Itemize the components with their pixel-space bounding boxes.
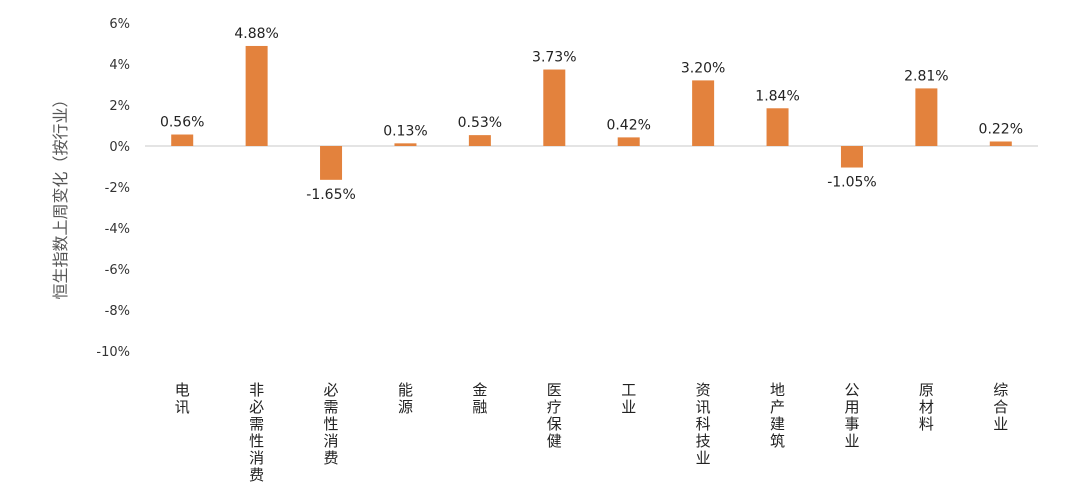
bar xyxy=(915,88,938,146)
category-label: 医疗保健 xyxy=(547,381,562,450)
y-tick-labels: 6% 4% 2% 0% -2% -4% -6% -8% -10% xyxy=(96,17,130,360)
category-labels-group: 电讯 非必需性消费 必需性消费 能源 金融 医疗保健 工业 资讯科技业 地产建筑 公用事业 原材料 综… xyxy=(175,381,1009,484)
bar xyxy=(171,134,194,146)
bar xyxy=(989,141,1012,146)
y-tick-label: 0% xyxy=(109,140,130,155)
category-label: 地产建筑 xyxy=(770,381,785,450)
data-label: 2.81% xyxy=(904,68,948,84)
data-label: 0.22% xyxy=(979,121,1023,137)
y-tick-label: -2% xyxy=(105,181,130,196)
bar xyxy=(840,146,863,168)
category-label: 电讯 xyxy=(175,381,190,416)
data-label: -1.65% xyxy=(306,187,356,203)
data-label: 3.20% xyxy=(681,60,725,76)
category-label: 金融 xyxy=(472,381,487,416)
bar xyxy=(766,108,789,146)
data-label: 0.13% xyxy=(383,123,427,139)
bar xyxy=(320,146,343,180)
y-tick-label: -6% xyxy=(105,263,130,278)
category-label: 综合业 xyxy=(993,381,1008,433)
data-label: 1.84% xyxy=(755,88,799,104)
bar xyxy=(394,143,417,146)
y-tick-label: -10% xyxy=(96,345,130,360)
data-label: 0.42% xyxy=(606,117,650,133)
bar xyxy=(468,135,491,146)
bar xyxy=(617,137,640,146)
data-label: -1.05% xyxy=(827,175,877,191)
bars-group xyxy=(171,45,1012,180)
y-tick-label: 6% xyxy=(109,17,130,32)
y-tick-label: 4% xyxy=(109,58,130,73)
y-tick-label: -4% xyxy=(105,222,130,237)
category-label: 资讯科技业 xyxy=(696,381,711,467)
bar xyxy=(543,69,566,146)
bar xyxy=(245,45,268,146)
category-label: 必需性消费 xyxy=(324,381,339,467)
y-axis-label-group: 恒生指数上周变化（按行业） xyxy=(51,91,70,299)
bar xyxy=(692,80,715,146)
data-label: 0.53% xyxy=(458,115,502,131)
data-labels-group: 0.56% 4.88% -1.65% 0.13% 0.53% 3.73% 0.42% 3.20… xyxy=(160,26,1023,203)
category-label: 工业 xyxy=(621,381,636,416)
y-axis-label: 恒生指数上周变化（按行业） xyxy=(51,91,70,299)
y-tick-label: -8% xyxy=(105,304,130,319)
data-label: 3.73% xyxy=(532,50,576,66)
category-label: 公用事业 xyxy=(844,381,859,450)
data-label: 0.56% xyxy=(160,115,204,131)
category-label: 能源 xyxy=(398,381,413,416)
category-label: 原材料 xyxy=(919,381,934,433)
data-label: 4.88% xyxy=(234,26,278,42)
y-tick-label: 2% xyxy=(109,99,130,114)
category-label: 非必需性消费 xyxy=(249,381,264,484)
